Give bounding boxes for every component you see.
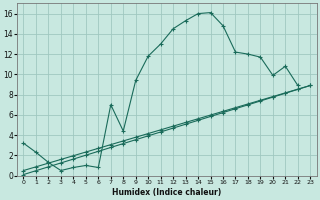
X-axis label: Humidex (Indice chaleur): Humidex (Indice chaleur) (112, 188, 221, 197)
